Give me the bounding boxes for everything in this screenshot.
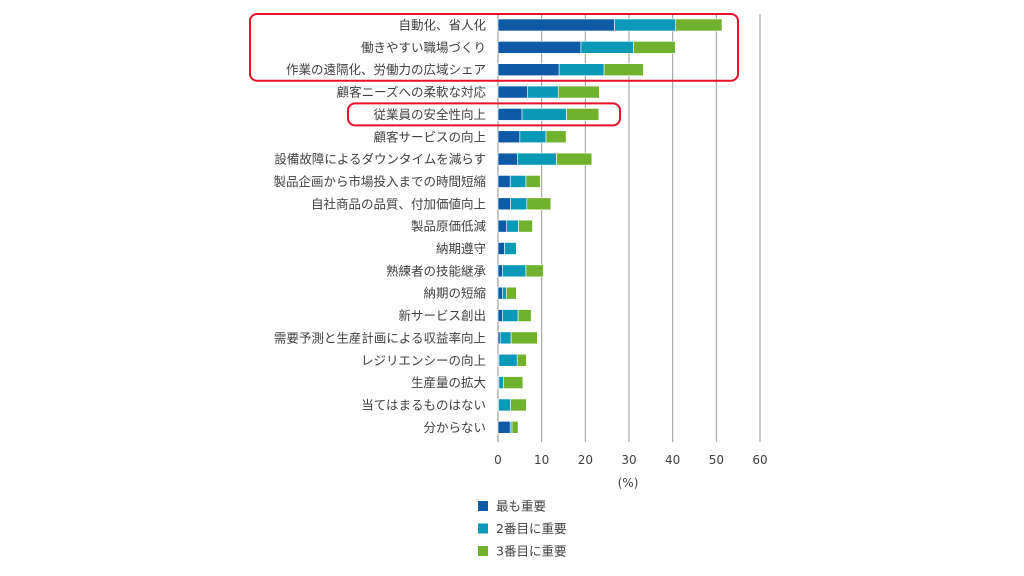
bar-segment-3 (517, 309, 532, 322)
x-tick-label: 0 (494, 453, 502, 467)
bar-segment-2 (506, 219, 519, 233)
bar-segment-1 (497, 197, 511, 211)
bar-segment-3 (503, 376, 524, 389)
bar-segment-2 (502, 286, 507, 300)
category-label: 自動化、省人化 (398, 18, 486, 33)
bar-segment-2 (498, 398, 511, 412)
bar-segment-1 (497, 18, 615, 32)
bar-segment-2 (527, 85, 559, 99)
legend: 最も重要 2番目に重要 3番目に重要 (478, 499, 566, 559)
bar-segment-2 (499, 331, 512, 345)
bar-segment-3 (525, 175, 541, 188)
highlight-box-2 (347, 102, 621, 127)
x-tick-label: 50 (709, 453, 724, 467)
bar-segment-2 (509, 175, 527, 188)
bar-segment-2 (580, 41, 634, 54)
bar-segment-3 (526, 197, 552, 211)
bar-segment-2 (519, 130, 547, 144)
category-label: 顧客サービスの向上 (373, 129, 486, 144)
category-label: 自社商品の品質、付加価値向上 (311, 196, 486, 211)
bar-segment-3 (556, 152, 593, 166)
x-tick-label: 20 (578, 453, 593, 467)
bar-segment-2 (502, 309, 519, 322)
x-tick-label: 10 (534, 453, 549, 467)
bars (497, 18, 723, 434)
bar-segment-3 (603, 63, 644, 77)
category-label: 納期の短縮 (423, 286, 486, 301)
category-label: 作業の遠隔化、労働力の広域シェア (286, 62, 486, 77)
bar-segment-1 (497, 85, 528, 99)
bar-segment-3 (511, 420, 519, 434)
bar-segment-2 (521, 108, 567, 121)
bar-segment-3 (557, 85, 600, 99)
category-label: 熟練者の技能継承 (386, 263, 487, 278)
legend-label: 2番目に重要 (496, 521, 566, 536)
category-label: 分からない (423, 420, 486, 435)
bar-segment-1 (497, 309, 503, 322)
category-labels: 自動化、省人化働きやすい職場づくり作業の遠隔化、労働力の広域シェア顧客ニーズへの… (273, 18, 486, 435)
category-label: 新サービス創出 (398, 308, 486, 323)
bar-segment-2 (510, 197, 528, 211)
bar-segment-3 (675, 18, 723, 32)
x-tick-label: 40 (665, 453, 680, 467)
category-label: 需要予測と生産計画による収益率向上 (274, 330, 486, 345)
category-label: 顧客ニーズへの柔軟な対応 (337, 85, 487, 100)
bar-segment-1 (497, 264, 503, 278)
bar-segment-2 (502, 264, 527, 278)
bar-segment-3 (516, 353, 527, 367)
bar-segment-1 (497, 108, 523, 121)
bar-segment-1 (497, 41, 582, 54)
bar-segment-2 (498, 376, 504, 389)
bar-segment-1 (497, 175, 511, 188)
x-axis-title: (%) (618, 476, 639, 490)
bar-segment-3 (505, 286, 517, 300)
bar-segment-3 (518, 219, 533, 233)
bar-segment-1 (497, 420, 511, 434)
bar-segment-1 (497, 152, 518, 166)
bar-segment-1 (497, 63, 560, 77)
grid-lines (497, 14, 761, 442)
category-label: 製品原価低減 (411, 219, 487, 234)
category-label: 働きやすい職場づくり (361, 40, 486, 55)
bar-segment-2 (558, 63, 605, 77)
bar-segment-1 (497, 331, 501, 345)
legend-swatch (478, 546, 488, 556)
category-label: 設備故障によるダウンタイムを減らす (274, 152, 486, 167)
x-tick-label: 30 (621, 453, 636, 467)
bar-segment-3 (525, 264, 544, 278)
bar-segment-2 (517, 152, 557, 166)
legend-swatch (478, 523, 488, 534)
legend-label: 3番目に重要 (496, 544, 566, 559)
category-label: レジリエンシーの向上 (361, 353, 486, 368)
bar-segment-1 (497, 286, 503, 300)
bar-segment-3 (510, 398, 527, 412)
x-axis-ticks: 0 10 20 30 40 50 60 (494, 453, 767, 467)
bar-segment-3 (510, 331, 538, 345)
category-label: 生産量の拡大 (411, 375, 486, 390)
highlight-box-1 (249, 13, 739, 82)
category-label: 当てはまるものはない (361, 397, 486, 412)
bar-segment-2 (498, 353, 518, 367)
bar-segment-3 (633, 41, 676, 54)
bar-segment-1 (497, 130, 521, 144)
category-label: 従業員の安全性向上 (373, 107, 486, 122)
bar-segment-1 (497, 242, 505, 255)
bar-segment-1 (497, 219, 508, 233)
category-label: 製品企画から市場投入までの時間短縮 (273, 174, 486, 189)
bar-segment-2 (614, 18, 677, 32)
highlight-boxes (249, 13, 739, 127)
category-label: 納期遵守 (436, 241, 486, 256)
bar-segment-3 (566, 108, 600, 121)
x-tick-label: 60 (752, 453, 767, 467)
bar-segment-2 (504, 242, 517, 255)
legend-swatch (478, 501, 488, 511)
bar-segment-3 (545, 130, 567, 144)
legend-label: 最も重要 (496, 499, 546, 514)
